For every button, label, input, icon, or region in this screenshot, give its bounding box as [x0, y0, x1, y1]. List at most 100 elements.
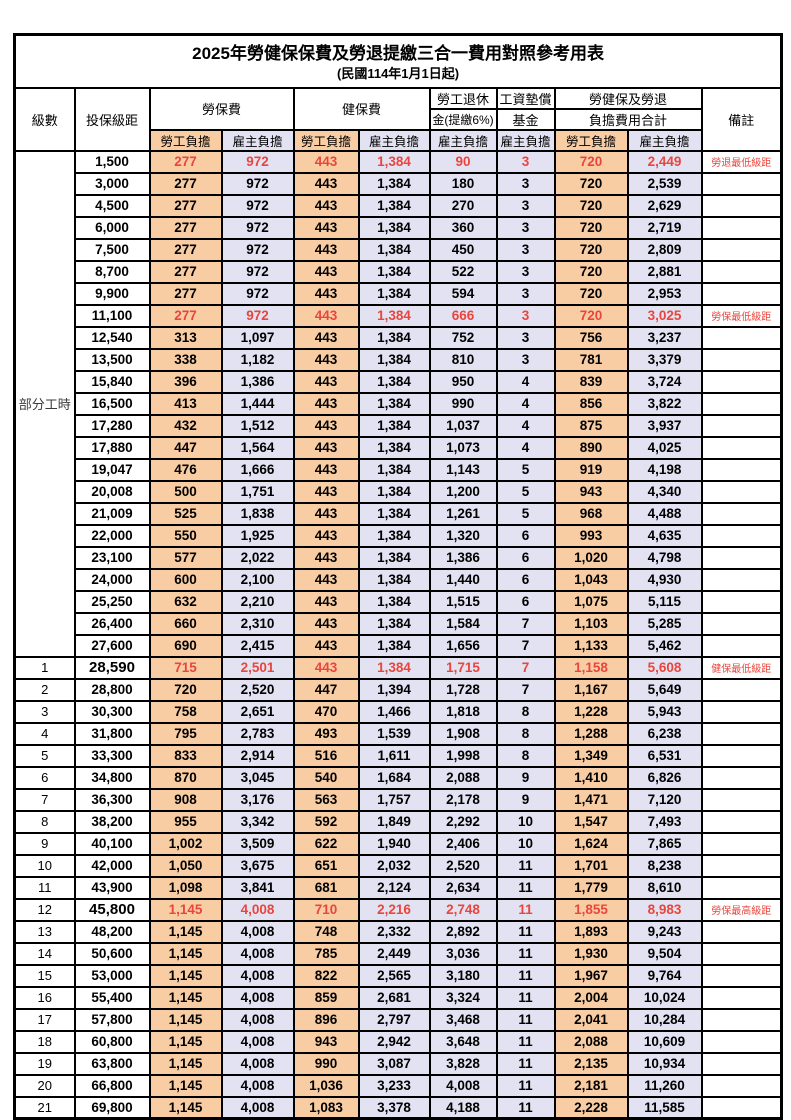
value-cell: 3,087	[357, 1051, 431, 1076]
value-cell: 1,200	[428, 479, 498, 504]
header-labor-employer-share: 雇主負擔	[220, 128, 295, 152]
value-cell: 277	[148, 215, 223, 240]
value-cell: 1,384	[357, 523, 431, 548]
value-cell: 1,145	[148, 1095, 223, 1120]
value-cell: 3	[495, 149, 556, 174]
value-cell: 443	[292, 413, 360, 438]
value-cell: 11	[495, 1051, 556, 1076]
value-cell: 447	[148, 435, 223, 460]
note-cell	[700, 215, 783, 240]
note-cell	[700, 567, 783, 592]
header-wage-fund-employer-share: 雇主負擔	[495, 128, 556, 152]
value-cell: 2,216	[357, 897, 431, 922]
table-row: 23,100 577 2,022 443 1,384 1,386 6 1,020 4,798	[15, 545, 783, 570]
value-cell: 3,176	[220, 787, 295, 812]
premium-table: 2025年勞健保保費及勞退提繳三合一費用對照參考用表 (民國114年1月1日起)…	[13, 33, 784, 1120]
value-cell: 3,648	[428, 1029, 498, 1054]
value-cell: 1,701	[553, 853, 629, 878]
value-cell: 2,797	[357, 1007, 431, 1032]
table-row: 12 45,800 1,145 4,008 710 2,216 2,748 11 1,855 8,…	[13, 897, 783, 922]
value-cell: 277	[148, 237, 223, 262]
bracket-cell: 57,800	[73, 1007, 151, 1032]
note-cell	[700, 501, 783, 526]
value-cell: 660	[148, 611, 223, 636]
header-level: 級數	[13, 86, 76, 152]
bracket-cell: 4,500	[73, 193, 151, 218]
note-cell	[700, 963, 783, 988]
value-cell: 443	[292, 193, 360, 218]
value-cell: 1,098	[148, 875, 223, 900]
value-cell: 3,841	[220, 875, 295, 900]
value-cell: 6	[495, 523, 556, 548]
value-cell: 11	[495, 1095, 556, 1120]
bracket-cell: 50,600	[73, 941, 151, 966]
value-cell: 1,384	[357, 391, 431, 416]
value-cell: 1,384	[357, 435, 431, 460]
value-cell: 3,237	[626, 325, 703, 350]
value-cell: 785	[292, 941, 360, 966]
value-cell: 2,914	[220, 743, 295, 768]
value-cell: 972	[220, 215, 295, 240]
level-cell: 15	[13, 963, 76, 988]
note-cell	[700, 193, 783, 218]
value-cell: 2,748	[428, 897, 498, 922]
value-cell: 943	[292, 1029, 360, 1054]
note-cell	[700, 347, 783, 372]
value-cell: 9	[495, 765, 556, 790]
value-cell: 896	[292, 1007, 360, 1032]
table-row: 6 34,800 870 3,045 540 1,684 2,088 9 1,410 6,826	[13, 765, 783, 790]
value-cell: 432	[148, 413, 223, 438]
level-cell: 2	[13, 677, 76, 702]
note-cell	[700, 633, 783, 658]
table-row: 17,880 447 1,564 443 1,384 1,073 4 890 4,025	[15, 435, 783, 460]
header-row-groups: 級數 投保級距 勞保費 健保費 勞工退休 工資墊償 勞健保及勞退 備註	[13, 86, 783, 152]
value-cell: 3,828	[428, 1051, 498, 1076]
value-cell: 1,466	[357, 699, 431, 724]
value-cell: 2,651	[220, 699, 295, 724]
value-cell: 2,501	[220, 655, 295, 680]
value-cell: 950	[428, 369, 498, 394]
value-cell: 443	[292, 633, 360, 658]
value-cell: 781	[553, 347, 629, 372]
value-cell: 4,008	[220, 1073, 295, 1098]
value-cell: 4,008	[220, 985, 295, 1010]
value-cell: 443	[292, 611, 360, 636]
value-cell: 522	[428, 259, 498, 284]
value-cell: 8,238	[626, 853, 703, 878]
value-cell: 8	[495, 721, 556, 746]
value-cell: 8,610	[626, 875, 703, 900]
value-cell: 3	[495, 259, 556, 284]
value-cell: 1,145	[148, 963, 223, 988]
header-health-insurance: 健保費	[292, 86, 431, 131]
table-row: 3,000 277 972 443 1,384 180 3 720 2,539	[15, 171, 783, 196]
value-cell: 4	[495, 369, 556, 394]
value-cell: 11	[495, 875, 556, 900]
value-cell: 1,564	[220, 435, 295, 460]
value-cell: 2,041	[553, 1007, 629, 1032]
header-row-shares: 勞工負擔 雇主負擔 勞工負擔 雇主負擔 雇主負擔 雇主負擔 勞工負擔 雇主負擔	[15, 128, 782, 152]
value-cell: 11,260	[626, 1073, 703, 1098]
table-row: 7,500 277 972 443 1,384 450 3 720 2,809	[15, 237, 783, 262]
bracket-cell: 12,540	[73, 325, 151, 350]
value-cell: 1,145	[148, 1073, 223, 1098]
value-cell: 1,145	[148, 1007, 223, 1032]
header-health-employee-share: 勞工負擔	[292, 128, 360, 152]
table-row: 17 57,800 1,145 4,008 896 2,797 3,468 11 2,041 10…	[13, 1007, 783, 1032]
value-cell: 2,004	[553, 985, 629, 1010]
value-cell: 4,198	[626, 457, 703, 482]
value-cell: 990	[292, 1051, 360, 1076]
value-cell: 270	[428, 193, 498, 218]
value-cell: 443	[292, 237, 360, 262]
value-cell: 1,384	[357, 501, 431, 526]
value-cell: 3,180	[428, 963, 498, 988]
table-row: 5 33,300 833 2,914 516 1,611 1,998 8 1,349 6,531	[13, 743, 783, 768]
value-cell: 6,238	[626, 721, 703, 746]
bracket-cell: 63,800	[73, 1051, 151, 1076]
value-cell: 3	[495, 193, 556, 218]
value-cell: 972	[220, 237, 295, 262]
value-cell: 3,675	[220, 853, 295, 878]
note-cell	[700, 941, 783, 966]
value-cell: 1,145	[148, 985, 223, 1010]
value-cell: 540	[292, 765, 360, 790]
value-cell: 6	[495, 567, 556, 592]
